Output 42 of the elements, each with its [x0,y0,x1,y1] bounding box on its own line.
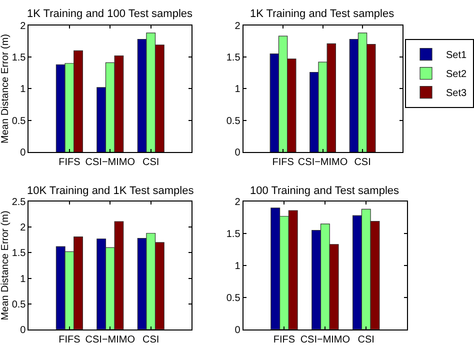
x-tick-label: CSI−MIMO [85,157,136,168]
y-tick-label: 0 [20,148,26,159]
y-tick-label: 2 [20,222,26,234]
y-tick-label: 1 [20,84,26,96]
y-tick-label: 0 [234,148,241,159]
y-axis-title: Mean Distance Error (m) [0,34,11,144]
x-tick-label: FIFS [272,157,294,168]
x-tick-label: FIFS [58,157,81,168]
chart-title: 10K Training and 1K Test samples [27,185,194,197]
x-tick-label: CSI−MIMO [85,334,136,346]
x-tick-label: FIFS [58,334,81,346]
x-tick-label: CSI−MIMO [300,334,350,346]
y-tick-label: 2.5 [12,197,26,208]
y-tick-label: 1 [20,274,26,285]
x-tick-label: CSI [358,334,374,346]
chart-title: 1K Training and Test samples [250,8,395,20]
y-tick-label: 0.5 [226,292,241,304]
y-tick-label: 1.5 [226,52,241,64]
y-tick-label: 0 [20,324,26,336]
y-tick-label: 2 [234,197,241,208]
chart-title: 100 Training and Test samples [250,185,400,197]
y-axis-title: Mean Distance Error (m) [0,210,11,320]
x-tick-label: CSI [354,157,371,168]
y-tick-label: 0.5 [226,116,241,127]
y-tick-label: 1 [234,260,241,272]
y-tick-label: 0.5 [12,299,26,310]
y-tick-label: 1.5 [12,248,26,260]
y-tick-label: 1 [234,84,241,96]
y-tick-label: 2 [234,20,241,32]
x-tick-label: CSI [142,334,160,346]
x-tick-label: CSI [142,157,160,168]
chart-title: 1K Training and 100 Test samples [27,8,194,20]
legend-label: Set2 [446,69,468,80]
legend-label: Set1 [446,50,468,62]
y-tick-label: 1.5 [226,229,241,240]
x-tick-label: FIFS [273,334,296,346]
x-tick-label: CSI−MIMO [298,157,348,168]
y-tick-label: 2 [20,20,26,32]
y-tick-label: 0.5 [12,116,26,127]
legend-label: Set3 [446,88,468,100]
y-tick-label: 0 [234,324,241,336]
y-tick-label: 1.5 [12,52,26,64]
